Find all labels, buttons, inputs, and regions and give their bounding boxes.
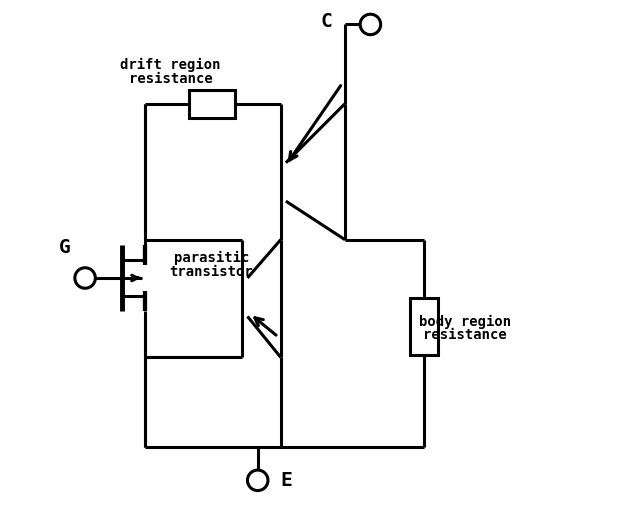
Circle shape [360, 14, 381, 35]
Text: drift region: drift region [120, 58, 221, 73]
Text: E: E [281, 471, 293, 490]
Bar [410, 299, 438, 355]
Text: resistance: resistance [423, 329, 507, 342]
Text: transistor: transistor [169, 265, 254, 279]
Text: G: G [59, 238, 70, 257]
Text: body region: body region [419, 315, 511, 329]
Circle shape [247, 470, 268, 491]
Circle shape [75, 268, 95, 288]
Text: parasitic: parasitic [174, 250, 249, 265]
Text: C: C [320, 12, 332, 31]
Bar [189, 90, 235, 118]
Text: resistance: resistance [129, 72, 212, 86]
